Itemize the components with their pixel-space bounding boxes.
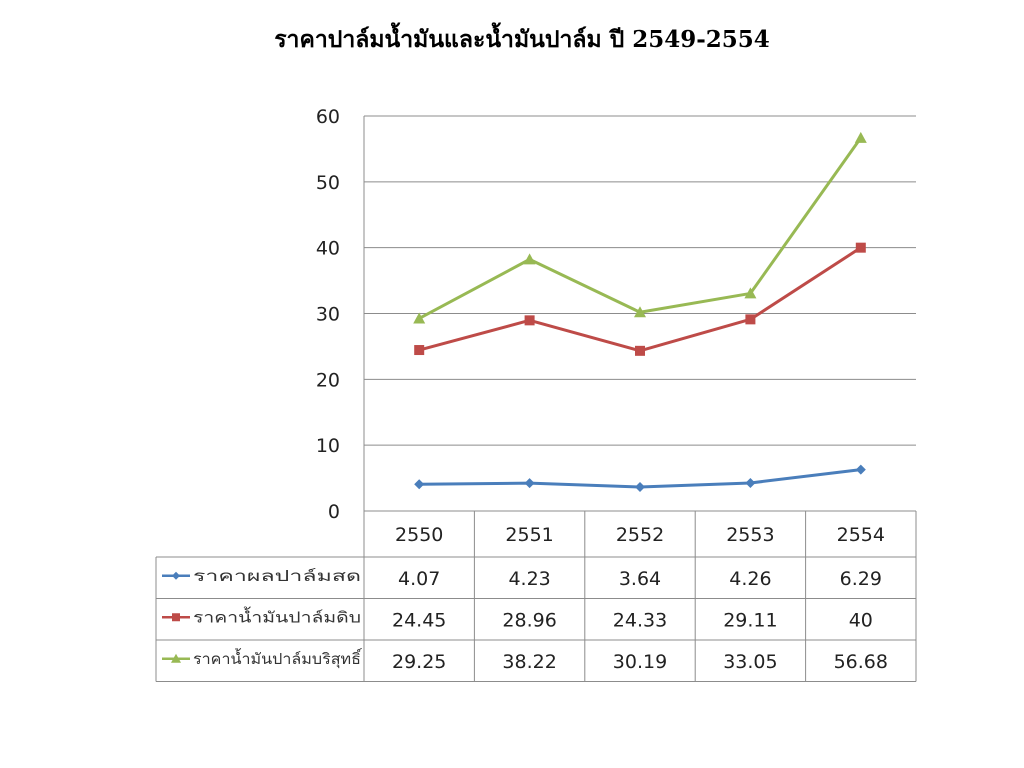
table-value: 30.19 (613, 651, 667, 673)
series-1-point (855, 464, 866, 475)
table-value: 3.64 (619, 568, 661, 590)
x-tick-label: 2550 (395, 524, 443, 546)
series-3-point (413, 312, 426, 324)
table-value: 4.07 (398, 568, 440, 590)
table-value: 29.25 (392, 651, 446, 673)
legend-key-marker (172, 613, 180, 622)
table-value: 24.45 (392, 609, 446, 631)
legend-entry: ราคาน้ำมันปาล์มดิบ (193, 606, 361, 626)
series-1-point (635, 482, 645, 493)
legend-entry: ราคาน้ำมันปาล์มบริสุทธิ์ (193, 648, 363, 669)
series-2-point (745, 314, 756, 325)
y-tick-label: 30 (316, 304, 340, 326)
table-value: 4.26 (729, 568, 771, 590)
chart-title: ราคาปาล์มน้ำมันและน้ำมันปาล์ม ปี 2549-25… (274, 26, 770, 53)
x-tick-label: 2553 (726, 524, 774, 546)
table-value: 6.29 (840, 568, 882, 590)
table-value: 24.33 (613, 609, 667, 631)
y-tick-label: 50 (316, 172, 340, 194)
x-tick-label: 2552 (616, 524, 664, 546)
y-tick-label: 20 (316, 369, 340, 391)
table-value: 33.05 (723, 651, 777, 673)
series-3-point (744, 287, 757, 299)
y-tick-label: 0 (328, 501, 340, 523)
series-2-point (855, 242, 866, 253)
table-value: 4.23 (508, 568, 550, 590)
y-tick-label: 60 (316, 106, 340, 128)
series-2-point (635, 345, 645, 356)
legend-key-marker (172, 571, 180, 580)
series-2-point (414, 345, 425, 356)
legend-entry: ราคาผลปาล์มสด (193, 567, 361, 585)
x-tick-label: 2554 (837, 524, 885, 546)
series-2-point (524, 315, 535, 326)
legend-key-marker (171, 653, 181, 663)
series-line-2 (418, 246, 862, 353)
series-1-point (524, 478, 535, 489)
table-value: 56.68 (834, 651, 888, 673)
table-value: 40 (849, 609, 873, 631)
table-value: 28.96 (502, 609, 556, 631)
table-value: 29.11 (723, 609, 777, 631)
y-tick-label: 40 (316, 238, 340, 260)
series-3-point (854, 131, 867, 143)
x-tick-label: 2551 (505, 524, 553, 546)
series-3-point (523, 253, 536, 265)
table-value: 38.22 (502, 651, 556, 673)
y-tick-label: 10 (316, 435, 340, 457)
series-3-point (634, 306, 646, 318)
series-1-point (414, 479, 425, 490)
series-1-point (745, 477, 756, 488)
